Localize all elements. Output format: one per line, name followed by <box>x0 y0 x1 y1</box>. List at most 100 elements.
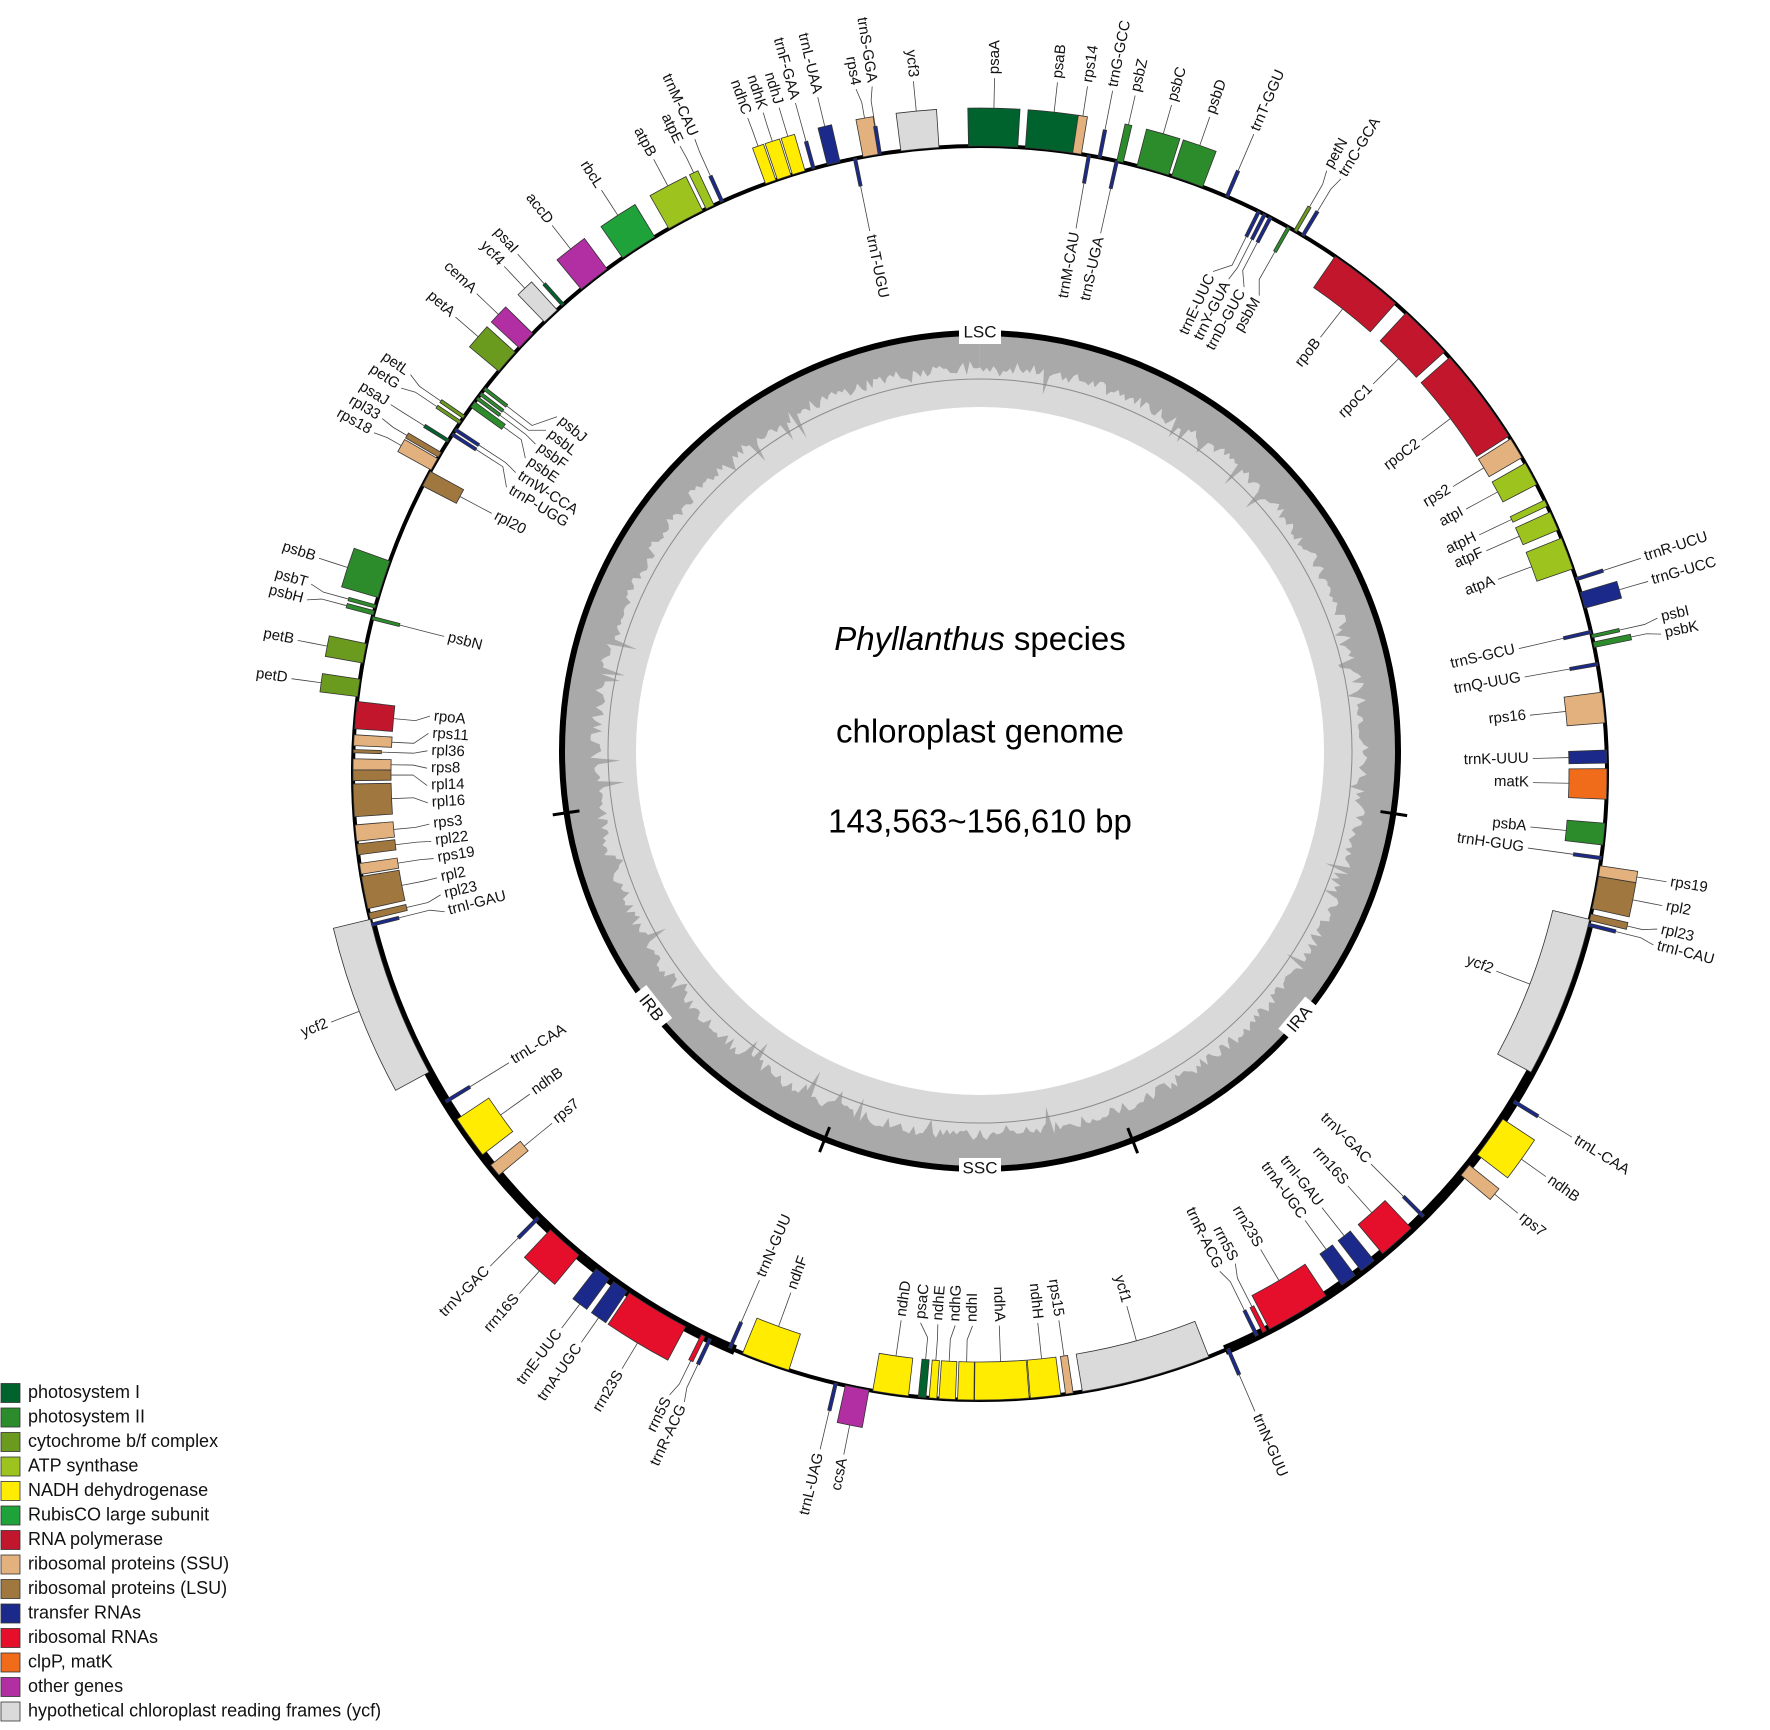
gene-ring <box>319 107 1639 1428</box>
gene <box>873 125 882 155</box>
gene <box>370 915 400 927</box>
leader-line <box>912 81 917 112</box>
gene-label: psaC <box>912 1283 933 1320</box>
gene <box>1273 225 1291 253</box>
gene <box>974 1359 1030 1401</box>
leader-line <box>993 78 995 109</box>
gene <box>695 1337 713 1366</box>
gene <box>1249 1305 1268 1334</box>
gene <box>803 140 816 170</box>
region-boundary <box>1126 1127 1140 1154</box>
leader-line <box>1527 847 1574 855</box>
leader-line <box>1234 1263 1253 1307</box>
gene-label: ndhA <box>990 1286 1008 1322</box>
gene <box>1569 662 1599 671</box>
gene <box>423 423 450 443</box>
leader-line <box>1494 1193 1519 1214</box>
region: LSC <box>959 322 1001 344</box>
gene-label: rps8 <box>431 759 460 776</box>
gene-label: psbD <box>1203 77 1231 116</box>
gene <box>967 107 1021 148</box>
gene <box>444 1084 472 1104</box>
gene <box>1591 627 1621 639</box>
leader-line <box>762 112 773 142</box>
gene-label: trnT-GGU <box>1247 67 1288 133</box>
leader-line <box>1242 241 1258 288</box>
leader-line <box>478 444 516 473</box>
center-title: Phyllanthus species <box>834 620 1126 657</box>
gene <box>1136 128 1181 176</box>
gene <box>1250 213 1267 241</box>
leader-line <box>1104 90 1114 131</box>
legend-swatch <box>0 1554 21 1575</box>
gene-label: rps15 <box>1045 1278 1067 1318</box>
leader-line <box>397 858 434 864</box>
leader-line <box>1238 1374 1256 1412</box>
gene <box>727 1321 744 1350</box>
gene <box>1477 438 1523 478</box>
gene <box>517 281 558 323</box>
leader-line <box>410 374 442 402</box>
gene-label: rbcL <box>577 157 607 191</box>
leader-line <box>401 387 438 408</box>
gene-label: trnS-UGA <box>1077 235 1108 302</box>
leader-line <box>406 894 441 908</box>
gene <box>1313 255 1397 333</box>
gene-label: rpl36 <box>431 742 465 760</box>
leader-line <box>499 414 536 445</box>
legend-label: cytochrome b/f complex <box>28 1431 218 1451</box>
gene-label: ndhF <box>784 1254 812 1292</box>
leader-line <box>401 877 438 886</box>
region-label-bg <box>959 322 1001 344</box>
gene <box>1509 499 1548 523</box>
gene <box>542 282 565 307</box>
legend-label: hypothetical chloroplast reading frames … <box>28 1700 381 1720</box>
gene <box>371 616 401 628</box>
leader-line <box>1632 899 1663 907</box>
gene <box>1319 1244 1356 1286</box>
gene-label: ycf1 <box>1111 1273 1135 1304</box>
gene-label: ndhH <box>1026 1282 1047 1319</box>
gene-label: rps16 <box>1488 707 1527 728</box>
leader-line <box>1602 557 1642 571</box>
gene-label: rps14 <box>1079 44 1102 84</box>
leader-line <box>381 750 428 754</box>
gene <box>359 857 400 875</box>
gene-label: rps11 <box>432 725 470 745</box>
leader-line <box>502 410 547 431</box>
gene-label: rps4 <box>842 55 864 87</box>
leader-line <box>381 418 408 436</box>
gene <box>439 399 466 419</box>
gene <box>353 734 393 748</box>
gene <box>1116 123 1133 164</box>
leader-line <box>966 1325 973 1362</box>
gene <box>1255 216 1273 244</box>
gene <box>572 1268 610 1310</box>
leader-line <box>475 449 507 488</box>
gene-label: trnV-GAC <box>436 1263 493 1321</box>
gene <box>1420 356 1510 458</box>
legend-swatch <box>0 1530 21 1550</box>
gene <box>475 396 502 417</box>
leader-line <box>1615 931 1654 946</box>
leader-line <box>1530 826 1567 831</box>
leader-line <box>1619 617 1658 631</box>
gene <box>456 1097 514 1156</box>
legend-swatch <box>0 1652 21 1673</box>
gene-label: psbK <box>1663 618 1700 641</box>
leader-line <box>506 405 558 426</box>
leader-line <box>843 1425 851 1455</box>
legend-label: RubisCO large subunit <box>28 1504 209 1524</box>
leader-line <box>679 145 695 173</box>
genome-size: 143,563~156,610 bp <box>828 803 1132 840</box>
region-label-bg <box>629 985 673 1032</box>
gene <box>1357 1200 1412 1255</box>
gene-label: psbZ <box>1127 57 1151 93</box>
gene-label: psbN <box>446 629 484 654</box>
leader-line <box>1304 1220 1327 1250</box>
legend-label: NADH dehydrogenase <box>28 1480 208 1500</box>
leader-line <box>1627 925 1658 931</box>
gene <box>490 306 534 349</box>
gene-label: ndhE <box>929 1285 949 1321</box>
